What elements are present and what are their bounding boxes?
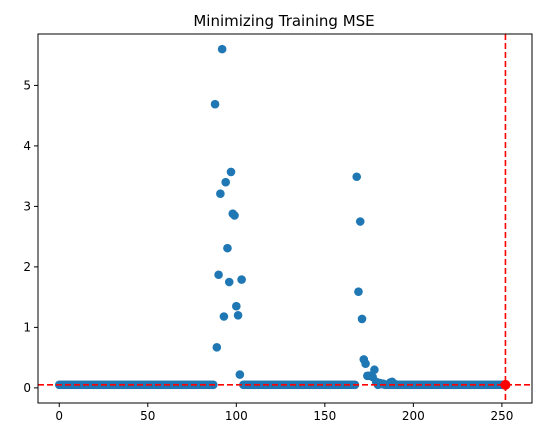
data-point [361,359,370,368]
data-point [216,189,225,198]
x-axis: 0 50 100 150 200 250 [55,403,513,423]
y-axis: 0 1 2 3 4 5 [23,78,38,395]
y-tick-label: 1 [23,320,31,334]
x-tick-label: 150 [313,409,336,423]
x-tick-label: 250 [490,409,513,423]
x-tick-label: 50 [140,409,155,423]
data-point [237,275,246,284]
x-tick-label: 200 [402,409,425,423]
data-point [378,379,388,388]
highlight-point [500,379,511,390]
data-point [210,99,220,109]
data-point [230,211,239,220]
y-tick-label: 5 [23,78,31,92]
axes-frame [37,33,533,404]
data-point [224,277,234,287]
x-tick-label: 100 [225,409,248,423]
data-point [391,379,400,389]
data-point [232,301,241,311]
data-point [370,365,379,375]
data-point [233,310,243,320]
data-point [223,243,232,253]
data-point [221,177,230,187]
data-point [355,217,365,226]
data-point [226,167,236,177]
y-tick-label: 0 [23,381,31,395]
chart-marks [38,34,532,403]
x-tick-label: 0 [55,409,63,423]
data-point [352,172,362,182]
data-point [212,343,222,352]
data-point [235,370,245,379]
data-point [357,314,367,324]
chart-title: Minimizing Training MSE [193,12,374,30]
data-point [354,287,363,297]
data-point [214,270,223,280]
data-point [219,312,229,321]
y-tick-label: 4 [23,139,31,153]
y-tick-label: 2 [23,260,31,274]
y-tick-label: 3 [23,199,31,213]
data-point [217,44,227,54]
